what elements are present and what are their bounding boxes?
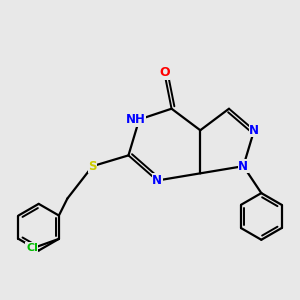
Text: Cl: Cl bbox=[26, 243, 38, 253]
Text: N: N bbox=[152, 174, 162, 187]
Text: N: N bbox=[238, 160, 248, 173]
Text: NH: NH bbox=[126, 113, 146, 126]
Text: S: S bbox=[88, 160, 97, 173]
Text: O: O bbox=[159, 66, 170, 79]
Text: N: N bbox=[249, 124, 259, 137]
